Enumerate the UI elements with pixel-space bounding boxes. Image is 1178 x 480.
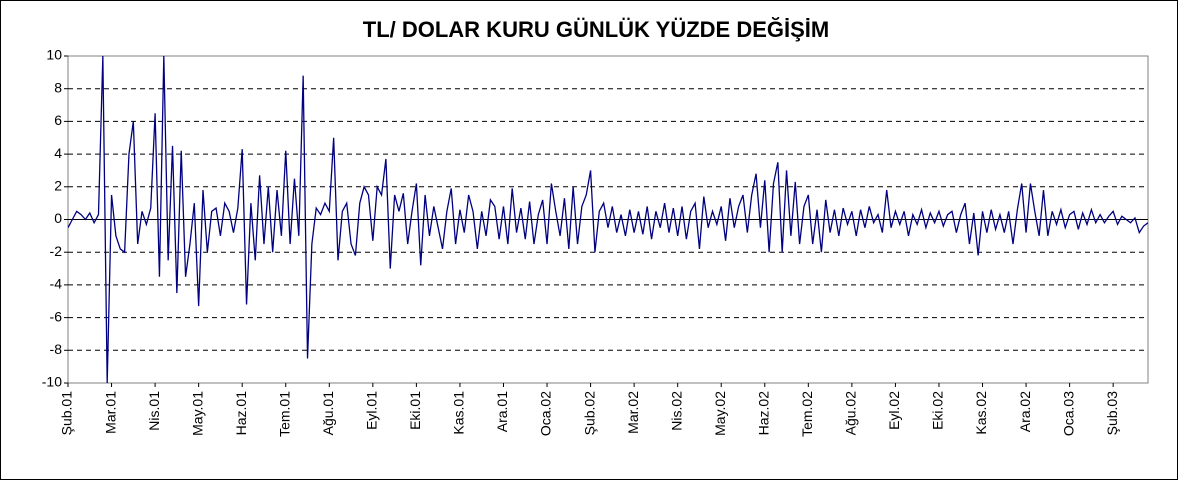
- x-tick-label: May.01: [189, 391, 205, 436]
- x-tick-label: Nis.01: [146, 391, 162, 431]
- x-tick-label: Şub.01: [59, 391, 75, 436]
- y-tick-label: -2: [50, 243, 63, 259]
- x-tick-label: Tem.02: [799, 391, 815, 437]
- y-tick-label: 4: [54, 145, 62, 161]
- x-tick-label: Eki.02: [930, 391, 946, 430]
- x-tick-label: Ağu.02: [843, 391, 859, 436]
- x-tick-label: Haz.02: [755, 391, 771, 436]
- chart-title: TL/ DOLAR KURU GÜNLÜK YÜZDE DEĞİŞİM: [363, 17, 829, 42]
- x-tick-label: Kas.02: [973, 391, 989, 435]
- x-tick-label: Şub.02: [581, 391, 597, 436]
- x-tick-label: Oca.03: [1060, 391, 1076, 436]
- y-tick-label: -10: [42, 374, 62, 390]
- series-line: [68, 56, 1148, 383]
- y-tick-label: -4: [50, 276, 63, 292]
- x-tick-label: Ara.01: [494, 391, 510, 432]
- x-tick-label: Haz.01: [233, 391, 249, 436]
- x-tick-label: Oca.02: [538, 391, 554, 436]
- x-tick-label: Tem.01: [276, 391, 292, 437]
- y-tick-label: 10: [46, 47, 62, 63]
- y-tick-label: -6: [50, 308, 63, 324]
- x-tick-label: Kas.01: [451, 391, 467, 435]
- y-tick-label: 6: [54, 112, 62, 128]
- x-tick-label: Ağu.01: [320, 391, 336, 436]
- x-tick-label: Eki.01: [407, 391, 423, 430]
- y-tick-label: 8: [54, 79, 62, 95]
- x-tick-label: Ara.02: [1017, 391, 1033, 432]
- y-tick-label: -8: [50, 341, 63, 357]
- x-tick-label: Eyl.02: [886, 391, 902, 430]
- x-tick-label: Nis.02: [668, 391, 684, 431]
- x-tick-label: Eyl.01: [364, 391, 380, 430]
- x-tick-label: Mar.02: [625, 391, 641, 434]
- y-tick-label: 0: [54, 210, 62, 226]
- x-tick-label: May.02: [712, 391, 728, 436]
- x-tick-label: Mar.01: [102, 391, 118, 434]
- x-tick-label: Şub.03: [1104, 391, 1120, 436]
- y-tick-label: 2: [54, 178, 62, 194]
